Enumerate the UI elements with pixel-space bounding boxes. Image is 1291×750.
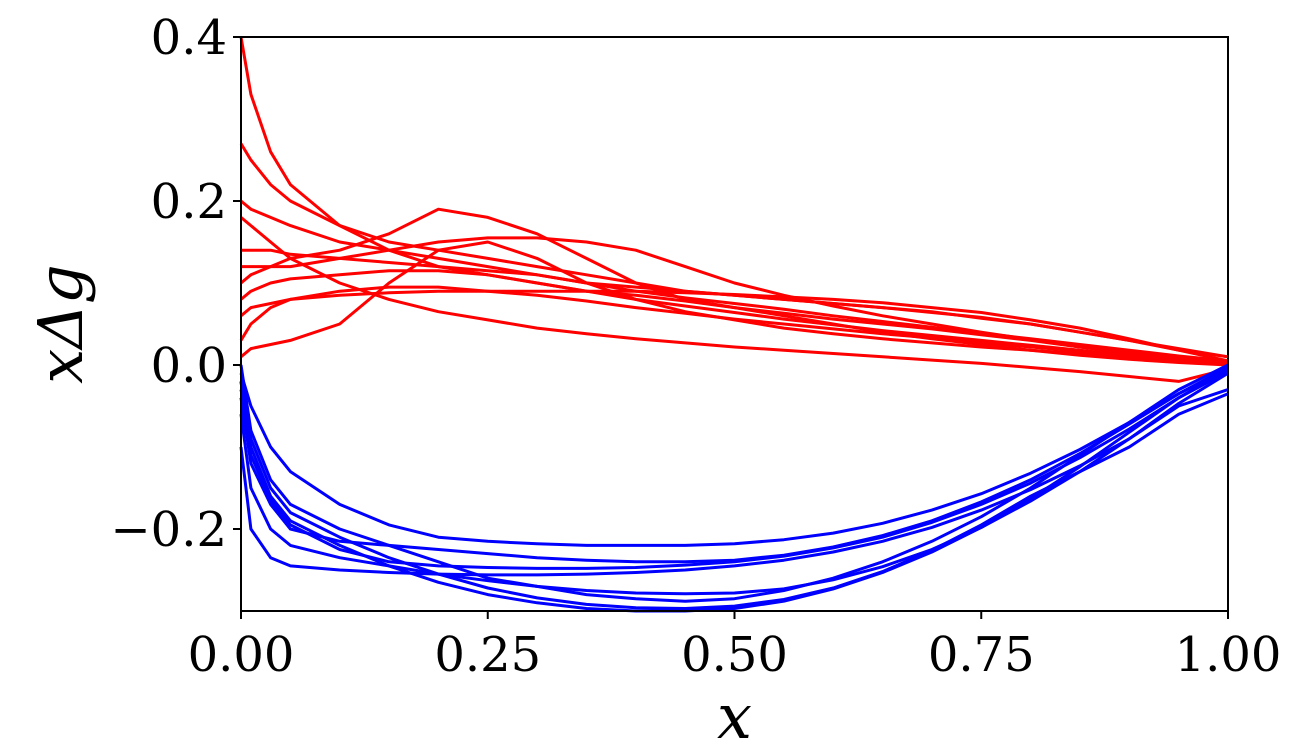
lower-series-line-14	[239, 367, 1229, 547]
lower-series-line-17	[239, 389, 1229, 610]
lower-series-group	[239, 363, 1229, 613]
lower-series-line-16	[239, 388, 1229, 577]
lower-series-line-11	[239, 363, 1229, 603]
x-tick-label: 0.75	[928, 627, 1035, 683]
y-tick-label: 0.0	[151, 338, 227, 394]
upper-series-group	[239, 36, 1229, 383]
y-axis: −0.2 0.0 0.2 0.4	[110, 10, 241, 558]
upper-series-line-5	[239, 285, 1229, 364]
x-tick-label: 0.00	[188, 627, 295, 683]
x-tick-label: 1.00	[1175, 627, 1282, 683]
x-tick-label: 0.50	[681, 627, 788, 683]
upper-series-line-7	[240, 207, 1229, 367]
y-axis-label: xΔg	[24, 264, 97, 383]
x-tick-label: 0.25	[434, 627, 541, 683]
upper-series-line-9	[240, 216, 1229, 383]
lower-series-line-15	[239, 371, 1229, 596]
upper-series-line-3	[241, 248, 1229, 363]
upper-series-line-10	[240, 289, 1229, 363]
x-axis-label: x	[717, 680, 752, 750]
y-tick-label: 0.2	[151, 174, 227, 230]
y-tick-label: 0.4	[151, 10, 227, 66]
upper-series-line-8	[241, 236, 1229, 365]
x-axis: 0.00 0.25 0.50 0.75 1.00	[188, 611, 1282, 683]
lower-series-line-13	[239, 366, 1229, 564]
upper-series-line-2	[240, 199, 1229, 359]
y-tick-label: −0.2	[110, 502, 227, 558]
lower-series-line-18	[239, 370, 1229, 570]
lower-series-line-12	[239, 367, 1229, 613]
